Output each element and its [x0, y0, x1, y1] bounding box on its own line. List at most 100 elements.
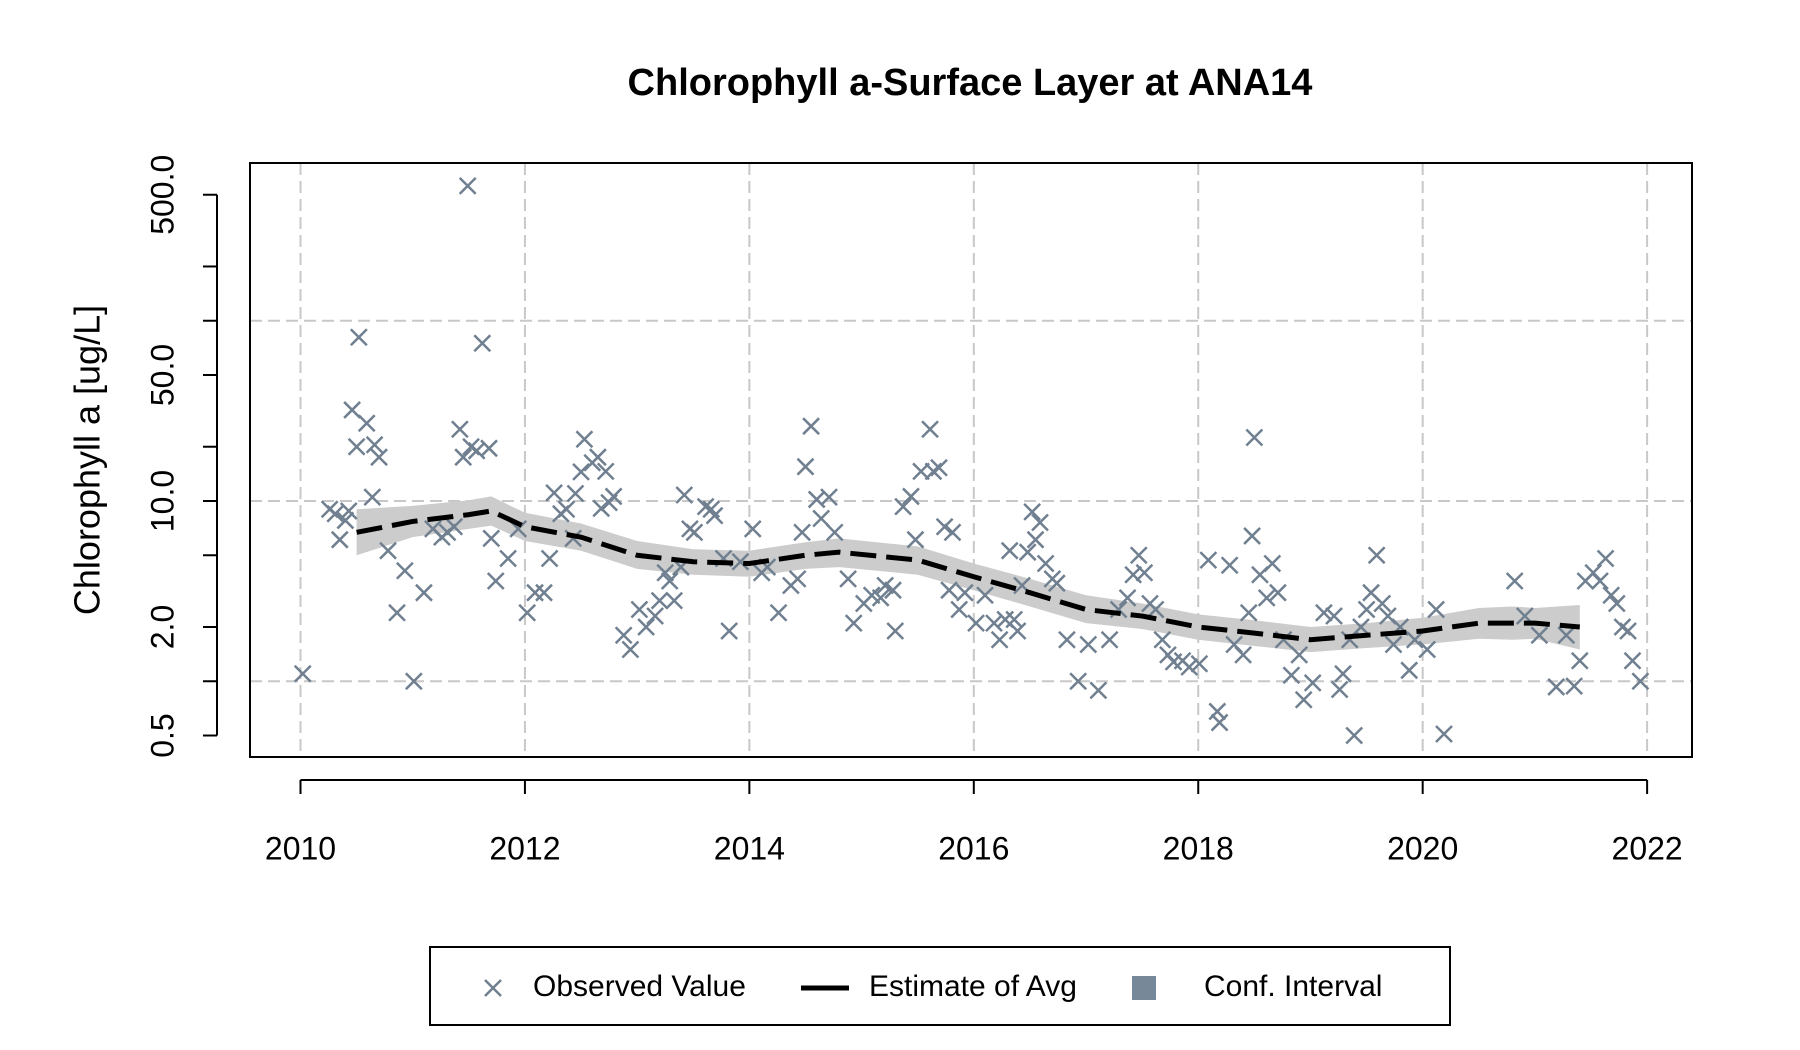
- y-tick-label: 500.0: [144, 155, 180, 235]
- observed-point: [1405, 630, 1424, 649]
- observed-point: [812, 509, 831, 528]
- observed-point: [802, 417, 820, 436]
- observed-point: [990, 630, 1009, 649]
- estimate-line: [356, 508, 1580, 643]
- observed-point: [940, 581, 959, 600]
- observed-point: [1100, 630, 1119, 649]
- observed-point: [1330, 680, 1349, 699]
- observed-point: [370, 448, 388, 467]
- observed-point: [1135, 563, 1154, 582]
- observed-point: [902, 487, 920, 506]
- observed-point: [656, 563, 675, 582]
- observed-point: [1243, 527, 1261, 545]
- observed-point: [1180, 658, 1199, 676]
- observed-point: [349, 328, 368, 347]
- observed-point: [1530, 626, 1549, 645]
- observed-point: [540, 549, 559, 568]
- observed-point: [1129, 546, 1148, 565]
- y-tick-label: 50.0: [144, 344, 180, 406]
- observed-point: [1570, 651, 1589, 670]
- x-tick-label: 2010: [265, 830, 336, 866]
- observed-point: [630, 600, 649, 619]
- observed-point: [336, 511, 355, 530]
- observed-point: [1418, 640, 1437, 659]
- observed-point: [1282, 666, 1301, 685]
- observed-point: [363, 488, 382, 507]
- observed-point: [796, 457, 815, 476]
- observed-point: [473, 334, 492, 353]
- observed-point: [499, 549, 517, 568]
- legend-label: Observed Value: [533, 970, 746, 1003]
- legend-label: Estimate of Avg: [869, 970, 1077, 1003]
- y-tick-label: 2.0: [144, 605, 180, 649]
- observed-point: [1263, 554, 1282, 573]
- observed-point: [450, 420, 469, 439]
- observed-point: [1000, 541, 1019, 560]
- observed-point: [820, 488, 838, 507]
- observed-point: [1294, 690, 1313, 709]
- observed-point: [1565, 677, 1584, 695]
- observed-point: [921, 420, 939, 439]
- observed-point: [1234, 646, 1253, 664]
- observed-point: [1239, 603, 1258, 622]
- legend-swatch: [1132, 976, 1156, 1000]
- observed-point: [646, 607, 664, 625]
- observed-point: [825, 523, 844, 542]
- observed-point: [1591, 572, 1609, 590]
- observed-point: [1596, 549, 1615, 568]
- observed-point: [886, 622, 905, 640]
- y-tick-label: 10.0: [144, 470, 180, 532]
- observed-point: [1026, 530, 1045, 549]
- observed-point: [1190, 654, 1209, 673]
- observed-point: [575, 430, 594, 449]
- observed-point: [326, 504, 345, 523]
- observed-point: [1602, 586, 1621, 605]
- observed-point: [535, 583, 553, 602]
- x-tick-label: 2012: [489, 830, 560, 866]
- observed-point: [637, 618, 656, 636]
- observed-point: [955, 583, 974, 602]
- observed-point: [445, 517, 464, 536]
- observed-point: [1373, 594, 1392, 613]
- observed-point: [480, 439, 498, 458]
- observed-point: [1303, 673, 1322, 692]
- observed-point: [347, 437, 366, 456]
- observed-point: [720, 622, 739, 640]
- observed-point: [621, 640, 640, 659]
- observed-point: [976, 586, 994, 605]
- observed-point: [545, 483, 563, 502]
- observed-point: [1089, 681, 1108, 700]
- observed-point: [950, 600, 969, 619]
- observed-point: [357, 414, 376, 433]
- observed-point: [486, 572, 505, 590]
- observed-point: [884, 581, 902, 600]
- observed-point: [839, 569, 858, 588]
- observed-point: [572, 463, 590, 481]
- legend-label: Conf. Interval: [1204, 970, 1382, 1003]
- observed-point: [1018, 543, 1037, 562]
- observed-point: [1269, 583, 1287, 602]
- plot-frame: [249, 162, 1693, 758]
- x-tick-label: 2014: [714, 830, 785, 866]
- observed-point: [330, 530, 349, 549]
- observed-point: [894, 497, 912, 516]
- x-tick-label: 2020: [1387, 830, 1458, 866]
- observed-point: [1290, 646, 1309, 664]
- observed-point: [1557, 626, 1576, 645]
- observed-point: [1124, 565, 1143, 584]
- observed-point: [675, 486, 694, 504]
- observed-point: [935, 517, 954, 536]
- observed-point: [876, 576, 895, 595]
- legend-box: [429, 946, 1451, 1026]
- observed-point: [769, 603, 788, 622]
- observed-point: [793, 523, 811, 542]
- chart-title: Chlorophyll a-Surface Layer at ANA14: [628, 62, 1313, 104]
- observed-point: [1367, 546, 1386, 565]
- observed-point: [967, 614, 985, 633]
- observed-point: [1153, 630, 1172, 649]
- observed-point: [1220, 556, 1239, 575]
- observed-point: [1325, 607, 1343, 625]
- observed-point: [379, 541, 397, 560]
- observed-point: [1400, 661, 1419, 680]
- observed-point: [388, 603, 406, 622]
